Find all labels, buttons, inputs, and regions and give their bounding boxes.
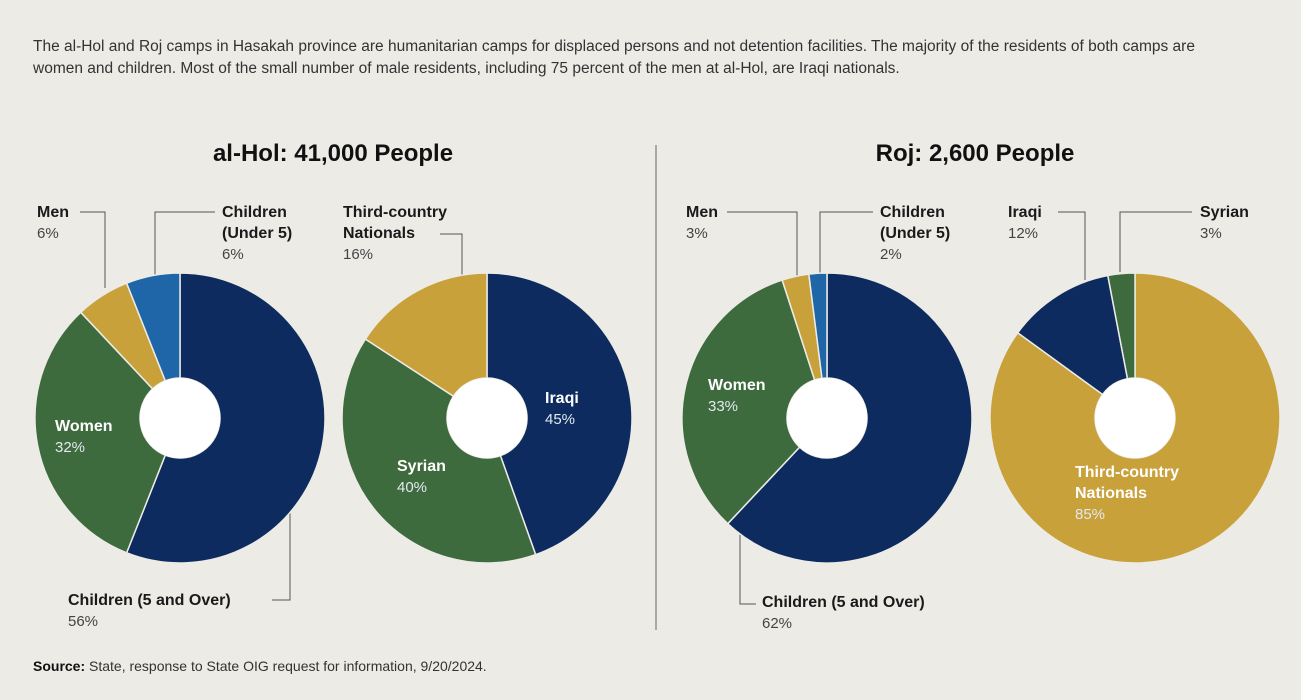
- category-label: Children (5 and Over): [68, 592, 231, 609]
- slice-label: Children (Under 5) 6%: [222, 202, 322, 265]
- panel-title: al-Hol: 41,000 People: [212, 140, 454, 167]
- category-label: Children (Under 5): [880, 204, 951, 242]
- slice-label: Children (Under 5) 2%: [880, 202, 980, 265]
- slice-label: Iraqi 12%: [1008, 202, 1068, 244]
- donut-hole: [1095, 378, 1175, 458]
- value-label: 62%: [762, 615, 793, 632]
- slice-label: Men 3%: [686, 202, 746, 244]
- category-label: Iraqi: [1008, 204, 1042, 221]
- value-label: 85%: [1075, 506, 1106, 523]
- value-label: 16%: [343, 246, 374, 263]
- source-text: State, response to State OIG request for…: [89, 658, 487, 674]
- slice-label: Women 33%: [708, 375, 828, 417]
- value-label: 2%: [880, 246, 902, 263]
- category-label: Men: [686, 204, 718, 221]
- value-label: 40%: [397, 479, 428, 496]
- slice-label: Women 32%: [55, 416, 175, 458]
- leader-lines: [80, 145, 1192, 630]
- value-label: 45%: [545, 411, 576, 428]
- category-label: Third-country Nationals: [343, 204, 447, 242]
- category-label: Men: [37, 204, 69, 221]
- value-label: 12%: [1008, 225, 1039, 242]
- slice-label: Children (5 and Over) 56%: [68, 590, 328, 632]
- slice-label: Syrian 40%: [397, 456, 477, 498]
- value-label: 56%: [68, 613, 99, 630]
- value-label: 32%: [55, 439, 86, 456]
- slice-label: Men 6%: [37, 202, 97, 244]
- category-label: Women: [55, 418, 113, 435]
- slice-label: Children (5 and Over) 62%: [762, 592, 1022, 634]
- slice-label: Iraqi 45%: [545, 388, 625, 430]
- panel-title: Roj: 2,600 People: [875, 140, 1075, 167]
- value-label: 3%: [1200, 225, 1222, 242]
- slice: [125, 272, 326, 564]
- donut-hole: [140, 378, 220, 458]
- category-label: Children (Under 5): [222, 204, 293, 242]
- slice-label: Third-country Nationals 85%: [1075, 462, 1210, 525]
- donut-hole: [787, 378, 867, 458]
- value-label: 33%: [708, 398, 739, 415]
- source-label: Source:: [33, 658, 86, 674]
- value-label: 6%: [222, 246, 244, 263]
- source: Source: State, response to State OIG req…: [33, 658, 487, 674]
- donut-hole: [447, 378, 527, 458]
- description: The al-Hol and Roj camps in Hasakah prov…: [33, 38, 1195, 77]
- category-label: Syrian: [397, 458, 446, 475]
- category-label: Children (5 and Over): [762, 594, 925, 611]
- value-label: 6%: [37, 225, 59, 242]
- category-label: Women: [708, 377, 766, 394]
- category-label: Iraqi: [545, 390, 579, 407]
- slice-label: Third-country Nationals 16%: [343, 202, 478, 265]
- category-label: Third-country Nationals: [1075, 464, 1179, 502]
- value-label: 3%: [686, 225, 708, 242]
- category-label: Syrian: [1200, 204, 1249, 221]
- slice-label: Syrian 3%: [1200, 202, 1280, 244]
